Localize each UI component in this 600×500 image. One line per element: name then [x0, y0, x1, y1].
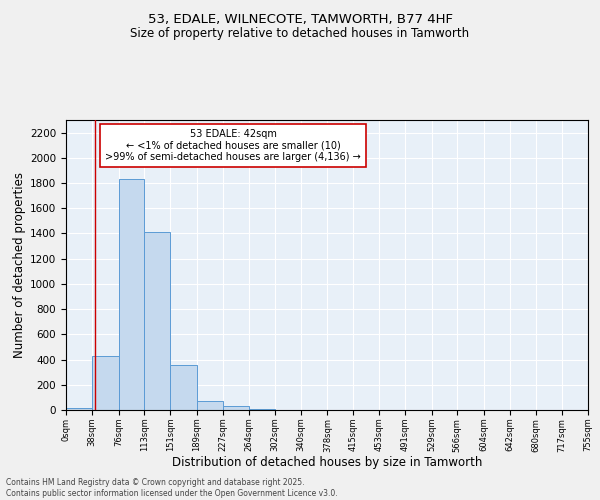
X-axis label: Distribution of detached houses by size in Tamworth: Distribution of detached houses by size …	[172, 456, 482, 469]
Bar	[197, 400, 223, 410]
Bar	[66, 408, 92, 410]
Bar	[144, 232, 170, 410]
Bar	[119, 180, 144, 410]
Text: Contains HM Land Registry data © Crown copyright and database right 2025.
Contai: Contains HM Land Registry data © Crown c…	[6, 478, 338, 498]
Y-axis label: Number of detached properties: Number of detached properties	[13, 172, 26, 358]
Bar	[170, 364, 197, 410]
Bar	[92, 356, 119, 410]
Bar	[223, 406, 248, 410]
Text: 53 EDALE: 42sqm
← <1% of detached houses are smaller (10)
>99% of semi-detached : 53 EDALE: 42sqm ← <1% of detached houses…	[105, 128, 361, 162]
Text: 53, EDALE, WILNECOTE, TAMWORTH, B77 4HF: 53, EDALE, WILNECOTE, TAMWORTH, B77 4HF	[148, 12, 452, 26]
Text: Size of property relative to detached houses in Tamworth: Size of property relative to detached ho…	[130, 28, 470, 40]
